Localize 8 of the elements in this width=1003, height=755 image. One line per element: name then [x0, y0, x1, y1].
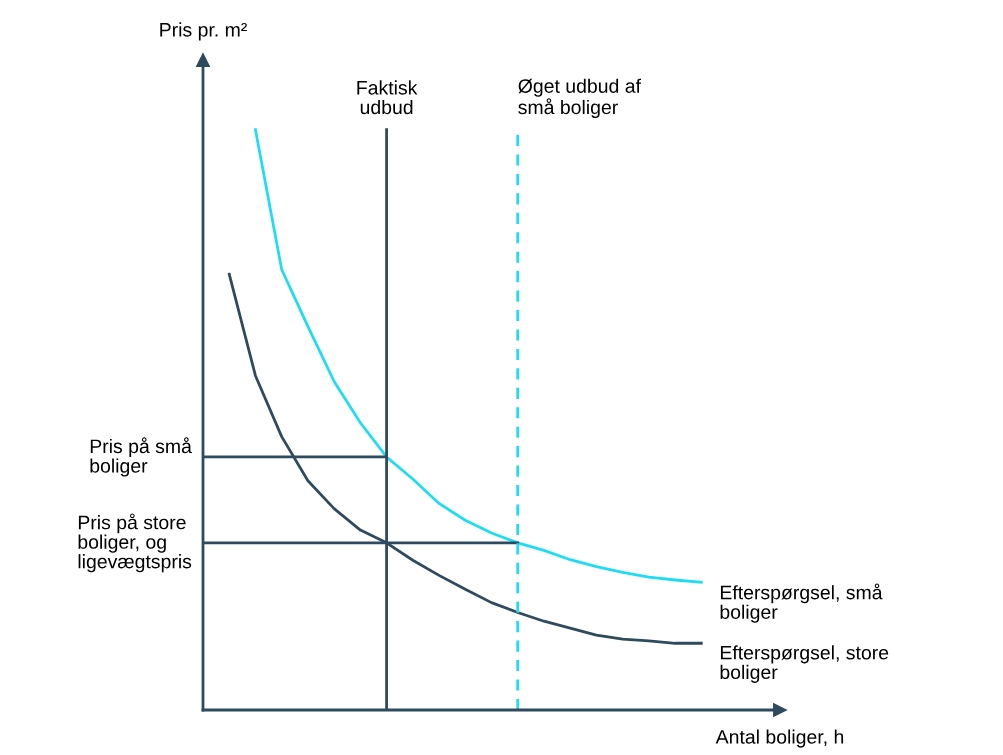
x-axis-title: Antal boliger, h [715, 729, 844, 748]
y-axis-title: Pris pr. m² [160, 22, 247, 41]
text: Øget udbud af små boliger [518, 78, 641, 119]
text: Faktisk udbud [357, 80, 418, 115]
ref-line-label: Pris på små boliger [90, 437, 192, 477]
series-label: Efterspørgsel, store boliger [720, 645, 889, 683]
series-label: Efterspørgsel, små boliger [720, 583, 883, 623]
ref-line-label: Pris på store boliger, og ligevægtspris [78, 513, 192, 573]
